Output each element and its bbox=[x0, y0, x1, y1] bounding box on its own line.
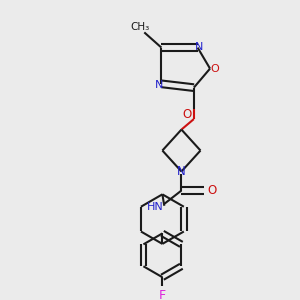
Text: O: O bbox=[207, 184, 217, 197]
Text: F: F bbox=[159, 289, 166, 300]
Text: HN: HN bbox=[147, 202, 164, 212]
Text: N: N bbox=[155, 80, 164, 90]
Text: CH₃: CH₃ bbox=[130, 22, 149, 32]
Text: O: O bbox=[210, 64, 219, 74]
Text: N: N bbox=[195, 42, 204, 52]
Text: O: O bbox=[182, 108, 192, 121]
Text: N: N bbox=[177, 165, 186, 178]
